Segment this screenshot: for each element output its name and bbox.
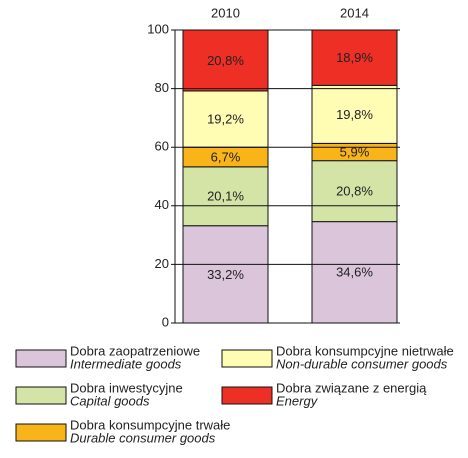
legend-label: Dobra zaopatrzeniowe [70,343,200,358]
bar-segment [182,166,269,227]
legend-swatch [15,423,67,442]
value-label: 19,2% [207,112,244,127]
legend-label: Dobra konsumpcyjne nietrwałe [276,343,454,358]
value-label: 18,9% [336,50,373,65]
legend-label-en: Non-durable consumer goods [276,356,448,371]
legend-label-en: Intermediate goods [70,356,182,371]
y-tick-label: 60 [155,139,169,154]
value-label: 19,8% [336,107,373,122]
value-label: 20,8% [207,53,244,68]
value-label: 20,8% [336,184,373,199]
y-tick-label: 40 [155,197,169,212]
bar-segment [311,29,398,86]
bar-segment [182,225,269,324]
y-tick-label: 20 [155,256,169,271]
legend-label-en: Durable consumer goods [70,430,216,445]
legend-label: Dobra inwestycyjne [70,380,183,395]
value-label: 6,7% [211,149,241,164]
category-label: 2010 [211,5,240,20]
y-tick-label: 0 [162,314,169,329]
y-tick-label: 100 [147,21,169,36]
legend-label-en: Capital goods [70,393,150,408]
bar-segment [182,29,269,92]
legend-label-en: Energy [276,393,319,408]
legend-swatch [221,349,273,368]
bar-segment [311,84,398,144]
bar-segment [182,90,269,148]
legend-swatch [221,386,273,405]
legend-label: Dobra związane z energią [276,380,427,395]
value-label: 33,2% [207,267,244,282]
legend-swatch [15,386,67,405]
value-label: 20,1% [207,189,244,204]
value-label: 34,6% [336,265,373,280]
legend-label: Dobra konsumpcyjne trwałe [70,417,230,432]
value-label: 5,9% [340,144,370,159]
legend-swatch [15,349,67,368]
bar-segment [311,160,398,223]
y-tick-label: 80 [155,80,169,95]
category-label: 2014 [340,5,369,20]
